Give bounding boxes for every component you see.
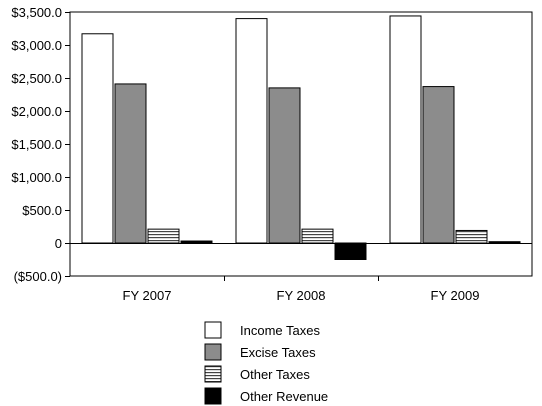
- y-tick-label: $3,000.0: [11, 38, 62, 53]
- bar-excise-taxes-fy-2008: [268, 87, 301, 244]
- bar-other-taxes-fy-2008: [301, 228, 334, 244]
- y-tick-label: 0: [55, 236, 62, 251]
- y-tick-label: $2,500.0: [11, 71, 62, 86]
- x-category-label: FY 2008: [277, 288, 326, 303]
- y-tick-label: $1,000.0: [11, 170, 62, 185]
- bar-other-taxes-fy-2007: [147, 228, 180, 244]
- y-tick-label: $2,000.0: [11, 104, 62, 119]
- bar-other-revenue-fy-2009: [488, 241, 521, 244]
- plot-area: ($500.0) 0 $500.0 $1,000.0 $1,500.0 $2,000.0 $…: [11, 5, 533, 303]
- bar-income-taxes-fy-2008: [235, 18, 268, 244]
- y-tick-label: ($500.0): [14, 269, 62, 284]
- bar-excise-taxes-fy-2007: [114, 83, 147, 244]
- bar-other-taxes-fy-2009: [455, 229, 488, 244]
- x-category-label: FY 2009: [431, 288, 480, 303]
- bar-other-revenue-fy-2008: [334, 242, 367, 260]
- legend-label-excise-taxes: Excise Taxes: [240, 345, 316, 360]
- y-tick-label: $3,500.0: [11, 5, 62, 20]
- legend-label-income-taxes: Income Taxes: [240, 323, 320, 338]
- legend-label-other-revenue: Other Revenue: [240, 389, 328, 404]
- legend: Income Taxes Excise Taxes Other Taxes Other…: [204, 321, 328, 405]
- legend-swatch-other-taxes: [204, 365, 222, 383]
- bar-excise-taxes-fy-2009: [422, 86, 455, 244]
- legend-swatch-excise-taxes: [204, 343, 222, 361]
- y-tick-label: $500.0: [22, 203, 62, 218]
- bar-income-taxes-fy-2007: [81, 33, 114, 244]
- bar-income-taxes-fy-2009: [389, 15, 422, 244]
- bar-other-revenue-fy-2007: [180, 240, 213, 244]
- legend-swatch-other-revenue: [204, 387, 222, 405]
- y-tick-label: $1,500.0: [11, 137, 62, 152]
- legend-label-other-taxes: Other Taxes: [240, 367, 310, 382]
- x-category-label: FY 2007: [123, 288, 172, 303]
- legend-swatch-income-taxes: [204, 321, 222, 339]
